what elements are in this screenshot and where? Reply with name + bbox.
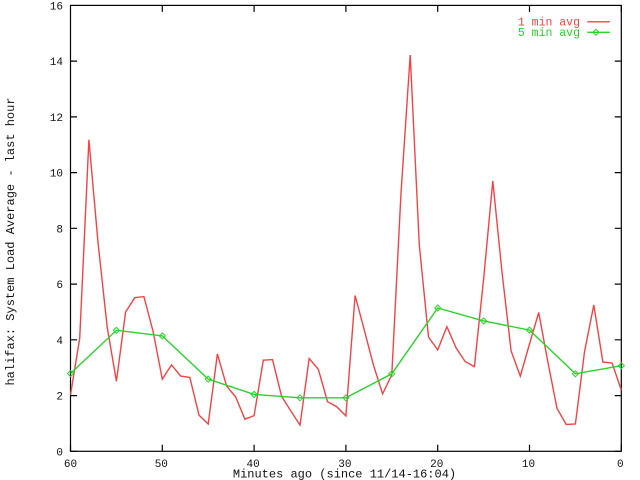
svg-text:1 min avg: 1 min avg (518, 16, 580, 29)
svg-text:8: 8 (56, 224, 63, 236)
svg-text:50: 50 (155, 459, 168, 471)
svg-text:12: 12 (50, 113, 63, 125)
svg-text:16: 16 (50, 1, 63, 13)
svg-text:Minutes ago (since 11/14-16:04: Minutes ago (since 11/14-16:04) (233, 468, 456, 480)
svg-text:40: 40 (246, 459, 259, 471)
svg-text:0: 0 (617, 459, 624, 471)
svg-text:5 min avg: 5 min avg (518, 27, 580, 40)
svg-text:10: 10 (50, 169, 63, 181)
svg-text:4: 4 (56, 336, 63, 348)
svg-text:60: 60 (64, 459, 77, 471)
svg-text:6: 6 (56, 280, 63, 292)
svg-text:halifax: System Load Average -: halifax: System Load Average - last hour (4, 97, 18, 385)
svg-text:20: 20 (430, 459, 443, 471)
svg-text:30: 30 (338, 459, 351, 471)
svg-text:10: 10 (522, 459, 535, 471)
svg-text:14: 14 (50, 57, 64, 69)
svg-text:0: 0 (56, 447, 63, 459)
svg-text:2: 2 (56, 392, 63, 404)
